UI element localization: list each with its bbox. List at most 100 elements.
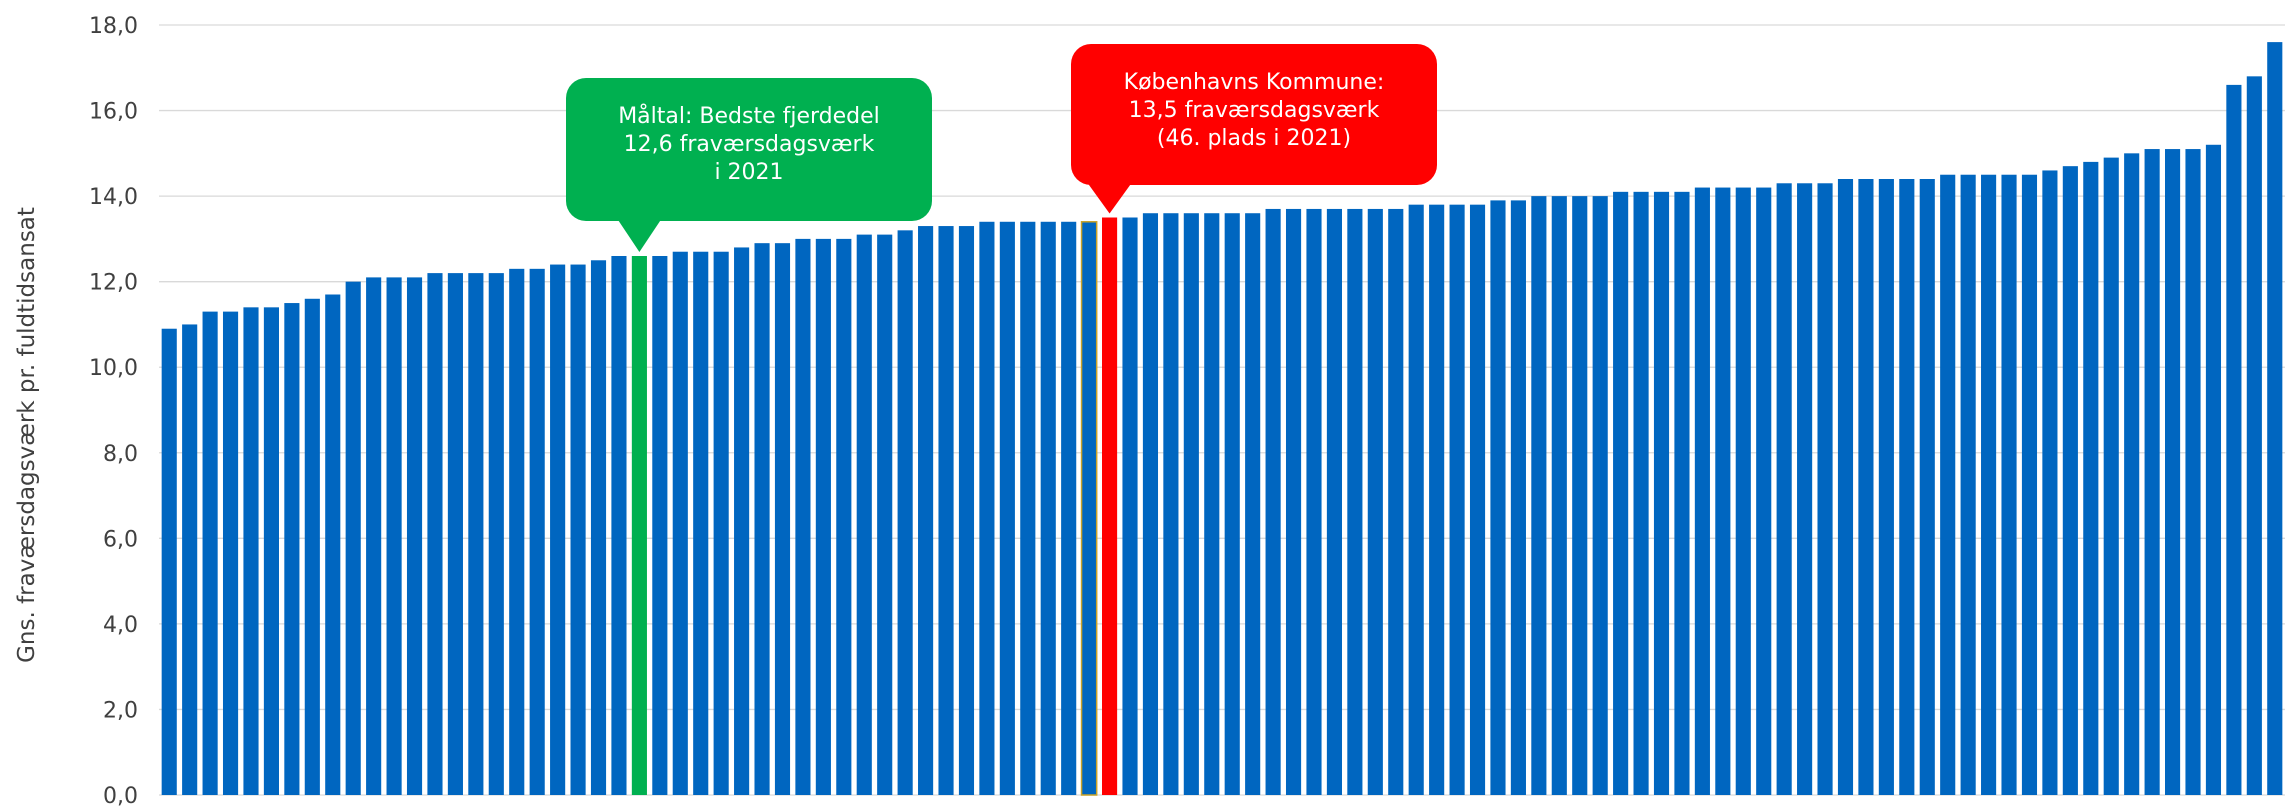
bar [795, 238, 811, 795]
callout-box [566, 78, 932, 221]
bar [447, 273, 463, 796]
bar [2042, 170, 2058, 795]
bar [1592, 196, 1608, 796]
bar [611, 256, 627, 795]
bar [284, 303, 300, 795]
y-tick-label: 10,0 [89, 356, 138, 381]
bar [1020, 221, 1036, 795]
bar [1326, 208, 1342, 795]
bar [815, 238, 831, 795]
bar [2103, 157, 2119, 796]
bar [1102, 217, 1118, 795]
bar [1531, 196, 1547, 796]
bar [2267, 42, 2283, 796]
bar [570, 264, 586, 795]
bar [1715, 187, 1731, 796]
bar [468, 273, 484, 796]
bar [1633, 191, 1649, 796]
callout-line: (46. plads i 2021) [1157, 126, 1351, 151]
bar [1449, 204, 1465, 795]
bar [836, 238, 852, 795]
bar [427, 273, 443, 796]
y-tick-label: 0,0 [103, 784, 138, 806]
bar [2226, 84, 2242, 795]
callout: Københavns Kommune: 13,5 fraværsdagsværk (… [1071, 44, 1437, 214]
bar [1429, 204, 1445, 795]
bar [1306, 208, 1322, 795]
bar [2001, 174, 2017, 795]
bar [734, 247, 750, 795]
callout-pointer [617, 219, 662, 252]
bar [1899, 179, 1915, 795]
bar [590, 260, 607, 795]
y-tick-label: 18,0 [89, 14, 138, 39]
bar [2185, 149, 2201, 796]
bar [1265, 208, 1281, 795]
bar [1919, 179, 1935, 795]
bar [345, 281, 361, 796]
bar [1388, 208, 1404, 795]
bar [2083, 161, 2099, 795]
bar [1797, 183, 1813, 795]
bar [1142, 213, 1159, 795]
callout-pointer [1087, 183, 1132, 214]
bar [2021, 174, 2038, 795]
bar [1040, 221, 1056, 795]
bar [1981, 174, 1997, 795]
bar [1080, 221, 1098, 796]
bar [1245, 213, 1261, 795]
bar [182, 324, 198, 795]
bar [1469, 204, 1486, 795]
bar [631, 256, 647, 795]
bar [550, 264, 566, 795]
bar-series [161, 42, 2283, 796]
bar [1776, 183, 1792, 795]
bar [1674, 191, 1690, 796]
bar [2165, 149, 2181, 796]
bar [243, 307, 259, 795]
y-tick-label: 12,0 [89, 271, 138, 296]
bar [1756, 187, 1772, 796]
y-tick-label: 4,0 [103, 613, 138, 638]
bar [1653, 191, 1670, 796]
bar [325, 294, 341, 795]
bar [1837, 179, 1854, 795]
bar [938, 226, 954, 796]
y-tick-label: 2,0 [103, 698, 138, 723]
y-tick-label: 8,0 [103, 442, 138, 467]
bar [2062, 166, 2078, 795]
callout: Måltal: Bedste fjerdedel 12,6 fraværsdags… [566, 78, 932, 252]
bar [713, 251, 729, 795]
bar [877, 234, 893, 796]
bar [897, 230, 913, 796]
bar [161, 328, 177, 795]
bar [488, 273, 504, 796]
bar [1061, 221, 1077, 795]
bar [1572, 196, 1588, 796]
y-tick-label: 16,0 [89, 100, 138, 125]
bar [1735, 187, 1751, 796]
bar [1694, 187, 1710, 796]
bar [304, 298, 320, 795]
bar [263, 307, 279, 795]
bar [1122, 217, 1138, 795]
bar [1960, 174, 1976, 795]
bar [1163, 213, 1179, 795]
callout-line: Københavns Kommune: [1124, 70, 1385, 95]
bar [1510, 200, 1526, 795]
bar [672, 251, 688, 795]
bar [406, 277, 423, 795]
bar [1224, 213, 1240, 795]
y-tick-label: 6,0 [103, 527, 138, 552]
callout-box [1071, 44, 1437, 185]
bar [2205, 144, 2222, 795]
y-tick-label: 14,0 [89, 185, 138, 210]
bar [366, 277, 382, 795]
callout-line: 12,6 fraværsdagsværk [624, 132, 875, 157]
bar [529, 268, 545, 795]
callout-line: 13,5 fraværsdagsværk [1129, 98, 1380, 123]
callouts: Måltal: Bedste fjerdedel 12,6 fraværsdags… [566, 44, 1437, 252]
callout-line: i 2021 [714, 160, 783, 185]
bar [202, 311, 218, 795]
